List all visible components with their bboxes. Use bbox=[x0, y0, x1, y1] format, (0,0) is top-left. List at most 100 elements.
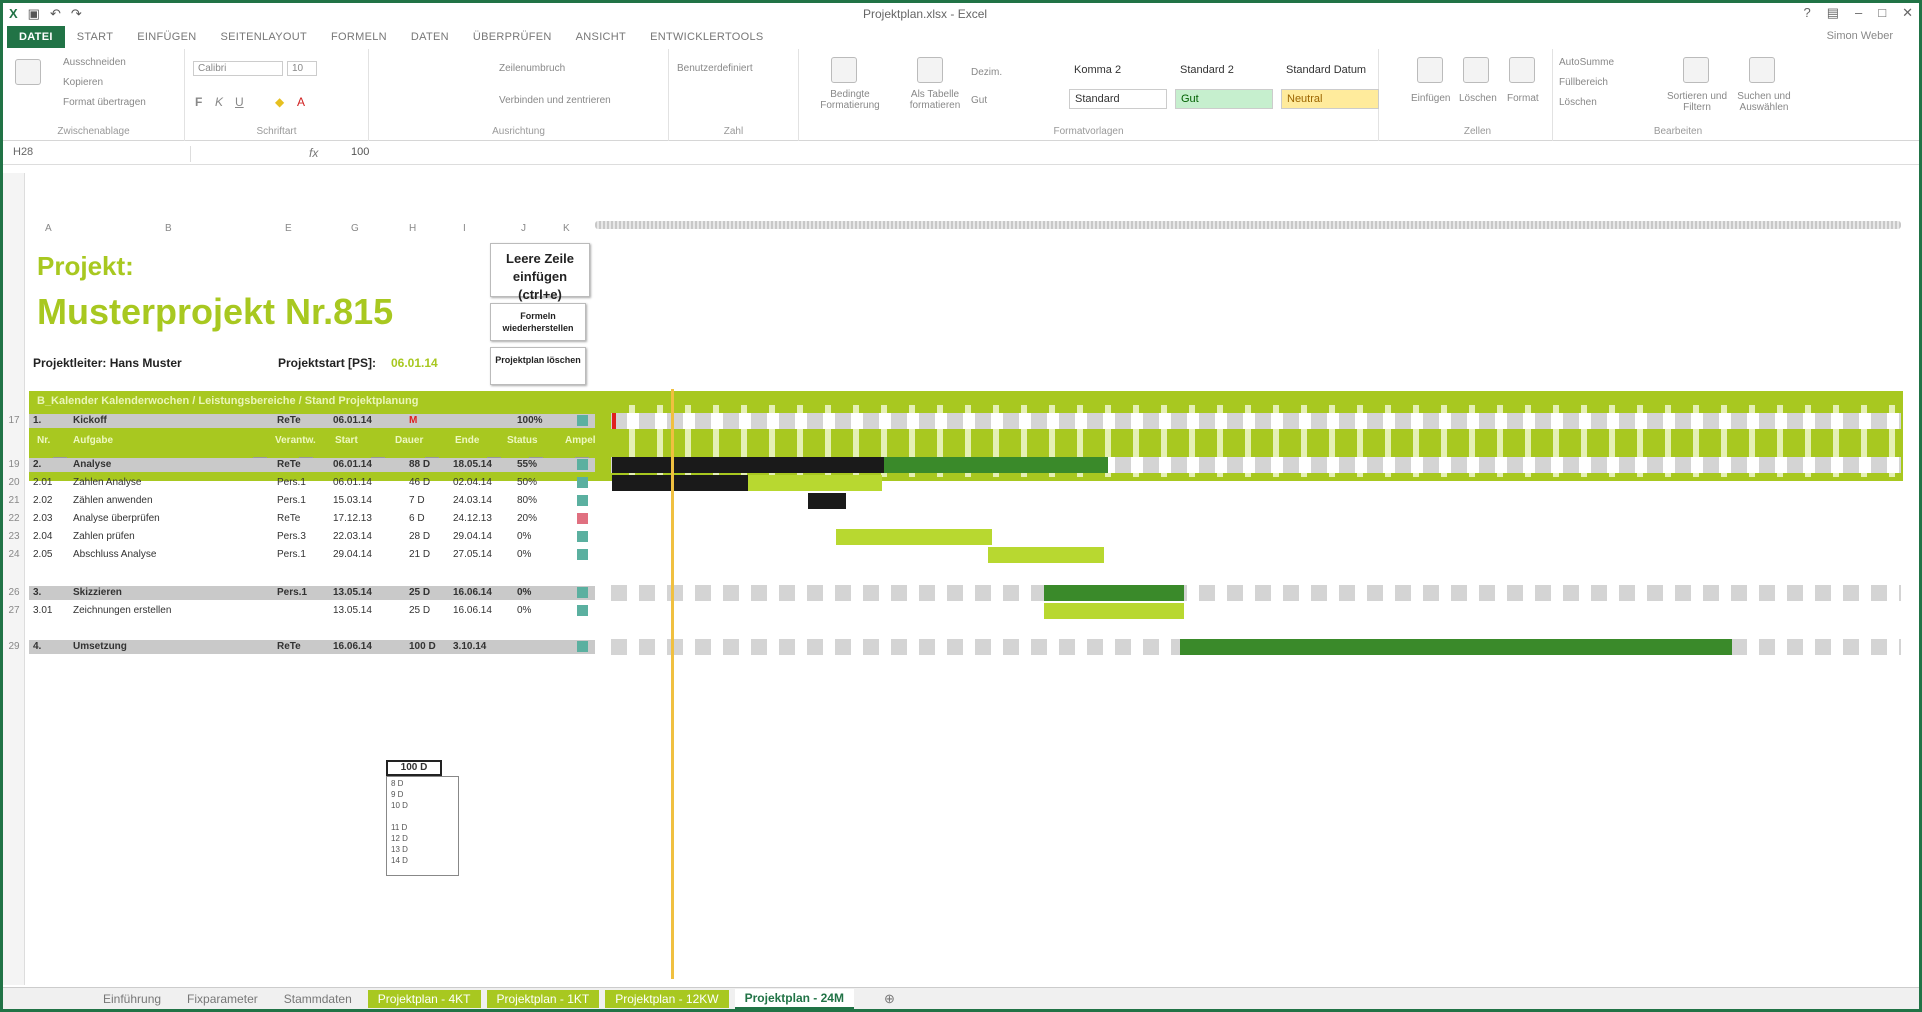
cell-dur[interactable]: 25 D bbox=[409, 587, 431, 598]
column-header[interactable]: G bbox=[351, 223, 359, 234]
tab-ansicht[interactable]: ANSICHT bbox=[575, 31, 627, 43]
fx-icon[interactable]: fx bbox=[309, 146, 319, 160]
cell-resp[interactable]: Pers.1 bbox=[277, 587, 308, 598]
tab-entwicklertools[interactable]: ENTWICKLERTOOLS bbox=[650, 31, 764, 43]
sort-filter-icon[interactable] bbox=[1683, 57, 1709, 83]
cell-pct[interactable]: 100% bbox=[517, 415, 543, 426]
dropdown-option[interactable]: 12 D bbox=[391, 834, 408, 843]
cell-task[interactable]: Zeichnungen erstellen bbox=[73, 605, 172, 616]
table-row[interactable]: 3.01 Zeichnungen erstellen 13.05.14 25 D 16.… bbox=[29, 604, 595, 618]
formula-input[interactable]: 100 bbox=[351, 146, 370, 158]
wrap-text-button[interactable]: Zeilenumbruch bbox=[499, 63, 566, 74]
maximize-icon[interactable]: □ bbox=[1878, 5, 1887, 20]
table-row[interactable]: 1. Kickoff ReTe 06.01.14 M 100% bbox=[29, 414, 595, 428]
cell-end[interactable]: 24.12.13 bbox=[453, 513, 492, 524]
cell-dur[interactable]: 28 D bbox=[409, 531, 431, 542]
clear-button[interactable]: Löschen bbox=[1559, 97, 1597, 108]
cell-task[interactable]: Zählen anwenden bbox=[73, 495, 153, 506]
dropdown-option[interactable]: 11 D bbox=[391, 823, 408, 832]
cell-resp[interactable]: Pers.1 bbox=[277, 495, 306, 506]
gantt-bar[interactable] bbox=[1180, 639, 1732, 655]
cell-task[interactable]: Zahlen Analyse bbox=[73, 477, 142, 488]
merge-center-button[interactable]: Verbinden und zentrieren bbox=[499, 95, 611, 106]
cell-nr[interactable]: 2.04 bbox=[33, 531, 53, 542]
delete-button[interactable]: Löschen bbox=[1459, 93, 1497, 104]
table-row[interactable]: 3. Skizzieren Pers.1 13.05.14 25 D 16.06.14 0% bbox=[29, 586, 595, 600]
cell-pct[interactable]: 50% bbox=[517, 477, 538, 488]
underline-button[interactable]: U bbox=[235, 95, 244, 109]
cell-task[interactable]: Analyse bbox=[73, 459, 112, 470]
cell-dur[interactable]: 25 D bbox=[409, 605, 431, 616]
gantt-bar[interactable] bbox=[748, 475, 882, 491]
tab-daten[interactable]: DATEN bbox=[410, 31, 449, 43]
cell-pct[interactable]: 80% bbox=[517, 495, 538, 506]
row-number[interactable]: 17 bbox=[8, 415, 20, 426]
gantt-bar[interactable] bbox=[1044, 585, 1184, 601]
cell-task[interactable]: Skizzieren bbox=[73, 587, 122, 598]
cell-start[interactable]: 13.05.14 bbox=[333, 587, 372, 598]
cell-nr[interactable]: 2.03 bbox=[33, 513, 53, 524]
cell-start[interactable]: 06.01.14 bbox=[333, 415, 372, 426]
cell-nr[interactable]: 3. bbox=[33, 587, 42, 598]
cell-start[interactable]: 29.04.14 bbox=[333, 549, 372, 560]
cell-pct[interactable]: 0% bbox=[517, 605, 532, 616]
sort-filter-button[interactable]: Sortieren und Filtern bbox=[1666, 91, 1728, 113]
gantt-bar[interactable] bbox=[1044, 603, 1184, 619]
cell-dur[interactable]: 100 D bbox=[409, 641, 436, 652]
help-icon[interactable]: ? bbox=[1803, 5, 1811, 20]
tab-formeln[interactable]: FORMELN bbox=[331, 31, 387, 43]
timeline-scrollbar[interactable] bbox=[595, 221, 1901, 229]
style-standard[interactable]: Standard bbox=[1069, 89, 1167, 109]
cell-pct[interactable]: 0% bbox=[517, 531, 532, 542]
cell-resp[interactable]: Pers.3 bbox=[277, 531, 306, 542]
fill-button[interactable]: Füllbereich bbox=[1559, 77, 1608, 88]
table-row[interactable]: 2.02 Zählen anwenden Pers.1 15.03.14 7 D 24.0… bbox=[29, 494, 595, 508]
cell-nr[interactable]: 3.01 bbox=[33, 605, 53, 616]
project-start-value[interactable]: 06.01.14 bbox=[391, 356, 438, 370]
format-as-table-icon[interactable] bbox=[917, 57, 943, 83]
cell-dur[interactable]: 6 D bbox=[409, 513, 425, 524]
find-select-button[interactable]: Suchen und Auswählen bbox=[1737, 91, 1791, 113]
paste-icon[interactable] bbox=[15, 59, 41, 85]
row-number[interactable]: 27 bbox=[8, 605, 20, 616]
redo-icon[interactable]: ↷ bbox=[70, 6, 82, 21]
cell-start[interactable]: 13.05.14 bbox=[333, 605, 372, 616]
cell-dur[interactable]: M bbox=[409, 415, 418, 426]
insert-cells-icon[interactable] bbox=[1417, 57, 1443, 83]
cell-task[interactable]: Kickoff bbox=[73, 415, 107, 426]
cell-dur[interactable]: 46 D bbox=[409, 477, 431, 488]
cell-pct[interactable]: 20% bbox=[517, 513, 538, 524]
tab-start[interactable]: START bbox=[76, 31, 114, 43]
cell-nr[interactable]: 2. bbox=[33, 459, 42, 470]
close-icon[interactable]: ✕ bbox=[1902, 5, 1913, 20]
save-icon[interactable]: ▣ bbox=[27, 6, 40, 21]
undo-icon[interactable]: ↶ bbox=[49, 6, 61, 21]
restore-formulas-button[interactable]: Formeln wiederherstellen bbox=[490, 303, 586, 341]
cut-button[interactable]: Ausschneiden bbox=[63, 57, 126, 68]
tab-datei[interactable]: DATEI bbox=[7, 26, 65, 48]
sheet-tab-active[interactable]: Projektplan - 24M bbox=[734, 988, 854, 1009]
format-as-table-button[interactable]: Als Tabelle formatieren bbox=[909, 89, 961, 111]
autosum-button[interactable]: AutoSumme bbox=[1559, 57, 1615, 68]
sheet-tab[interactable]: Projektplan - 4KT bbox=[367, 989, 481, 1008]
insert-row-button[interactable]: Leere Zeile einfügen (ctrl+e) bbox=[490, 243, 590, 302]
worksheet[interactable]: A B E G H I J K Projekt: Musterprojekt N… bbox=[3, 173, 1919, 985]
row-number[interactable]: 24 bbox=[8, 549, 20, 560]
gantt-bar[interactable] bbox=[884, 457, 1108, 473]
dropdown-option[interactable]: 13 D bbox=[391, 845, 408, 854]
cell-task[interactable]: Zahlen prüfen bbox=[73, 531, 135, 542]
row-number[interactable]: 29 bbox=[8, 641, 20, 652]
cell-end[interactable]: 27.05.14 bbox=[453, 549, 492, 560]
cell-end[interactable]: 02.04.14 bbox=[453, 477, 492, 488]
column-header[interactable]: J bbox=[521, 223, 526, 234]
conditional-format-button[interactable]: Bedingte Formatierung bbox=[820, 89, 880, 111]
style-gut-small[interactable]: Gut bbox=[971, 95, 988, 106]
row-number[interactable]: 22 bbox=[8, 513, 20, 524]
gantt-bar[interactable] bbox=[836, 529, 992, 545]
tab-einfuegen[interactable]: EINFÜGEN bbox=[137, 31, 197, 43]
cell-pct[interactable]: 0% bbox=[517, 587, 532, 598]
number-format-select[interactable]: Benutzerdefiniert bbox=[677, 63, 753, 74]
cell-end[interactable]: 18.05.14 bbox=[453, 459, 492, 470]
dropdown-option[interactable]: 9 D bbox=[391, 790, 404, 799]
cell-task[interactable]: Abschluss Analyse bbox=[73, 549, 157, 560]
